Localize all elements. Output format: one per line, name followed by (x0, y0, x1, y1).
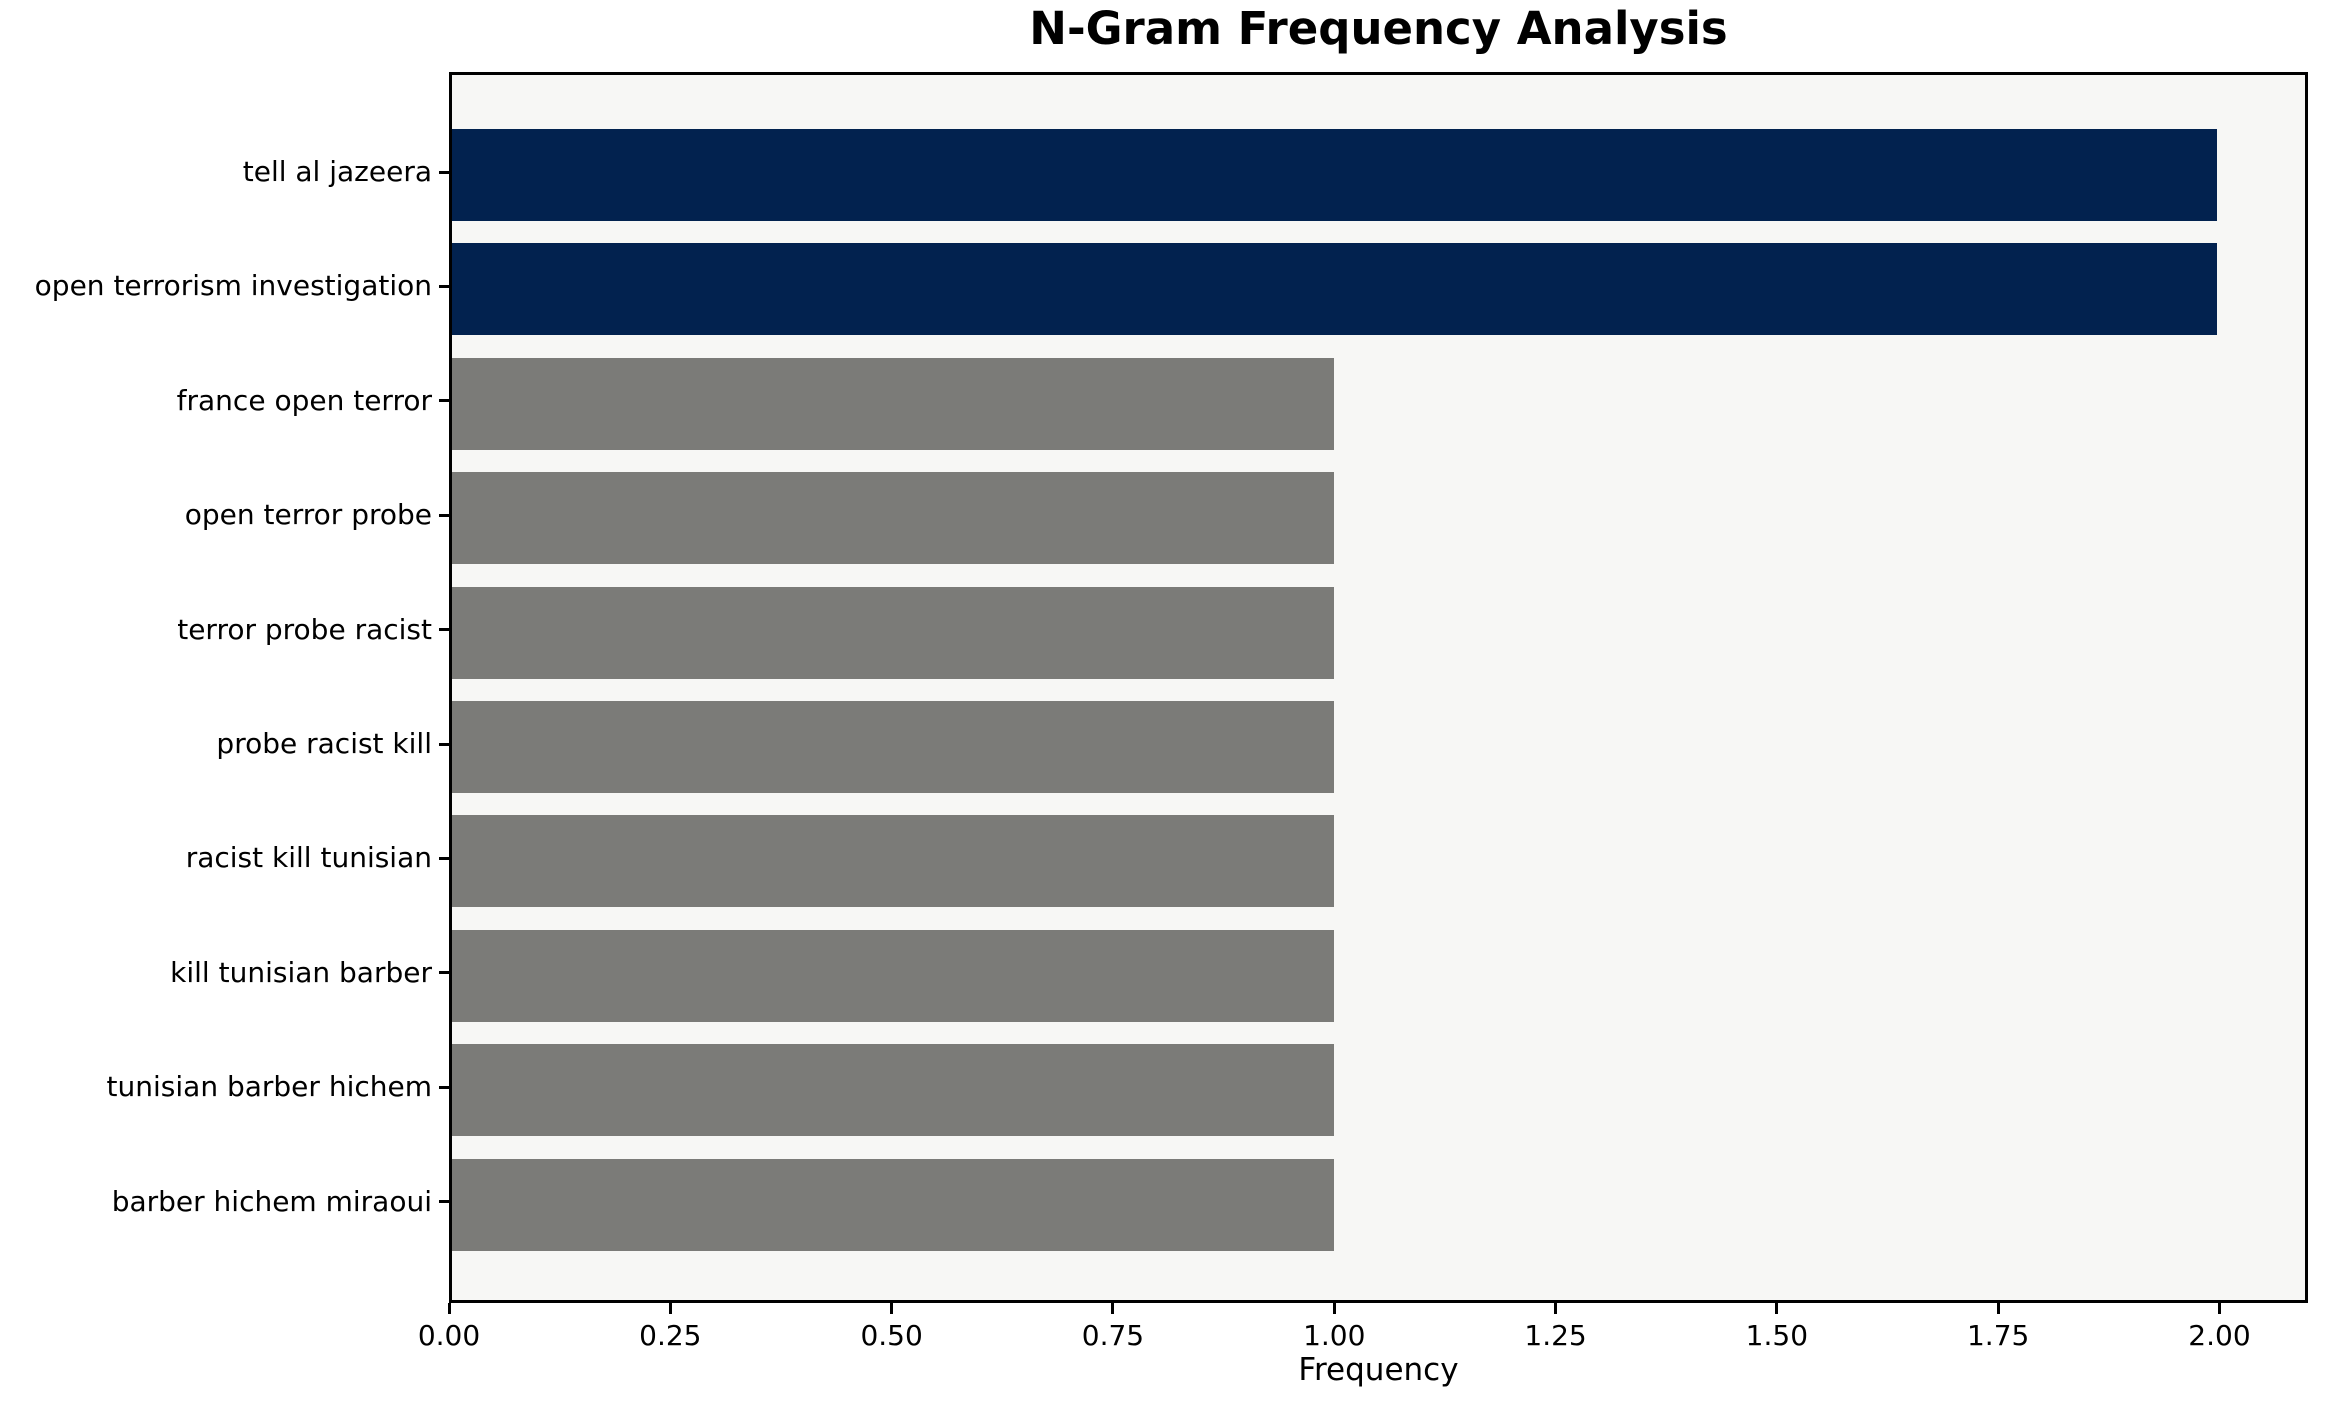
y-tick-mark (439, 1200, 449, 1204)
chart-title: N-Gram Frequency Analysis (1029, 2, 1728, 55)
bar (452, 815, 1335, 908)
x-tick-label: 0.75 (1081, 1319, 1145, 1352)
x-tick-label: 1.25 (1524, 1319, 1587, 1352)
x-tick-label: 0.25 (639, 1319, 702, 1352)
y-tick-mark (439, 399, 449, 403)
x-tick-label: 0.00 (417, 1319, 481, 1352)
bar (452, 472, 1335, 565)
y-tick-mark (439, 628, 449, 632)
y-tick-label: barber hichem miraoui (111, 1184, 432, 1218)
y-tick-label: open terrorism investigation (34, 269, 432, 303)
x-tick-mark (668, 1303, 672, 1314)
y-tick-label: tell al jazeera (242, 155, 432, 188)
y-tick-label: tunisian barber hichem (106, 1070, 432, 1104)
bar (452, 129, 2217, 221)
x-tick-mark (890, 1303, 894, 1314)
x-tick-label: 1.00 (1303, 1319, 1366, 1352)
plot-area (449, 72, 2308, 1303)
bar (452, 1044, 1335, 1137)
y-tick-label: terror probe racist (177, 612, 432, 646)
y-tick-label: open terror probe (184, 498, 432, 532)
x-tick-label: 2.00 (2188, 1319, 2251, 1352)
bar (452, 586, 1335, 679)
bar (452, 1158, 1335, 1251)
y-tick-mark (439, 513, 449, 517)
x-axis-label: Frequency (1298, 1352, 1459, 1388)
x-tick-mark (1996, 1303, 2000, 1314)
y-tick-label: france open terror (176, 383, 432, 417)
y-tick-label: racist kill tunisian (185, 841, 432, 875)
y-tick-mark (439, 1085, 449, 1089)
bar (452, 357, 1335, 450)
x-tick-mark (1554, 1303, 1558, 1314)
y-tick-mark (439, 971, 449, 975)
x-tick-mark (1332, 1303, 1336, 1314)
x-tick-label: 0.50 (860, 1319, 923, 1352)
y-tick-mark (439, 170, 449, 174)
y-tick-mark (439, 284, 449, 288)
bar (452, 929, 1335, 1022)
y-tick-mark (439, 856, 449, 860)
x-tick-label: 1.50 (1745, 1319, 1809, 1352)
x-tick-mark (1111, 1303, 1115, 1314)
x-tick-mark (447, 1303, 451, 1314)
y-tick-label: probe racist kill (216, 727, 432, 760)
x-tick-label: 1.75 (1966, 1319, 2030, 1352)
x-tick-mark (1775, 1303, 1779, 1314)
x-tick-mark (2217, 1303, 2221, 1314)
y-tick-label: kill tunisian barber (170, 955, 432, 989)
y-tick-mark (439, 742, 449, 746)
bar (452, 701, 1335, 793)
bar (452, 243, 2217, 336)
